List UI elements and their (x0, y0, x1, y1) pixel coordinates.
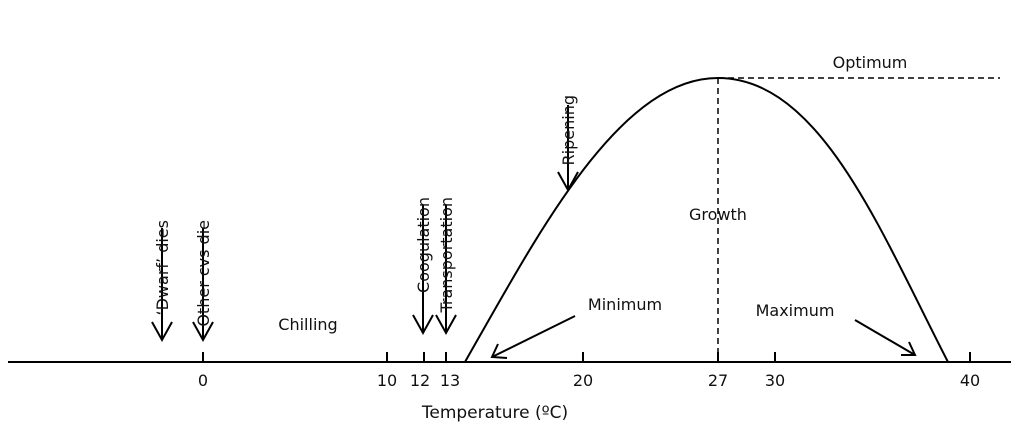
tick-label: 0 (198, 371, 208, 390)
arrow (854, 319, 917, 356)
tick-label: 13 (440, 371, 460, 390)
arrow (557, 105, 579, 193)
tick-label: 27 (708, 371, 728, 390)
label: Coogulation (414, 197, 433, 293)
label: Transportation (437, 197, 456, 314)
label: Minimum (588, 295, 662, 314)
arrow (412, 205, 434, 336)
label: ‘Dwarf’ dies (153, 220, 172, 315)
label: Chilling (278, 315, 337, 334)
label: Maximum (756, 301, 835, 320)
tick-label: 10 (377, 371, 397, 390)
arrow (490, 315, 576, 359)
arrow (435, 205, 457, 336)
axis-title: Temperature (ºC) (421, 403, 568, 423)
label: Optimum (833, 53, 908, 72)
label: Ripening (559, 95, 578, 165)
label: Other cvs die (194, 220, 213, 327)
arrow (151, 228, 173, 343)
tick-label: 40 (960, 371, 980, 390)
arrows (151, 105, 917, 359)
arrow (192, 228, 214, 343)
ticks (202, 352, 971, 362)
tick-label: 12 (410, 371, 430, 390)
tick-label: 20 (573, 371, 593, 390)
label: Growth (689, 205, 747, 224)
tick-label: 30 (765, 371, 785, 390)
